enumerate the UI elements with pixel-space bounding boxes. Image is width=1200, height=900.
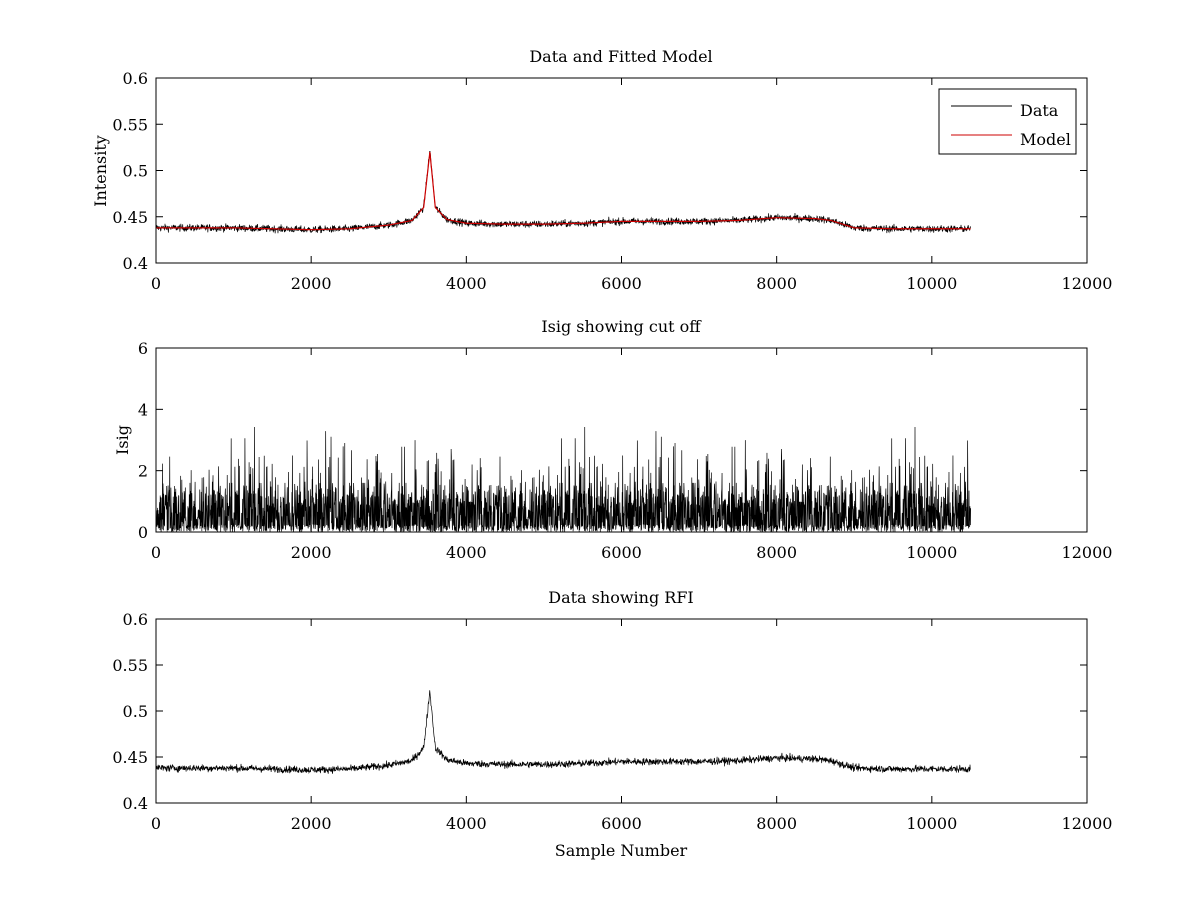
y-tick-label: 0.55: [112, 115, 148, 134]
x-tick-label: 8000: [756, 814, 797, 833]
panel-title: Isig showing cut off: [541, 317, 702, 336]
panel-title: Data and Fitted Model: [529, 47, 712, 66]
x-tick-label: 4000: [446, 274, 487, 293]
y-tick-label: 0.5: [123, 702, 148, 721]
y-tick-label: 0.5: [123, 162, 148, 181]
x-tick-label: 2000: [291, 814, 332, 833]
axes-frame: [155, 618, 1088, 804]
x-tick-label: 0: [151, 543, 161, 562]
x-tick-label: 6000: [601, 814, 642, 833]
y-tick-label: 0: [138, 523, 148, 542]
data-traces: [155, 690, 971, 774]
isig-panel: Isig showing cut off Isig 0 2000 4000 6000 8…: [113, 317, 1112, 562]
x-tick-label: 12000: [1062, 814, 1113, 833]
rfi-panel: Data showing RFI Sample Number 0 2000 4000…: [112, 588, 1112, 860]
legend: Data Model: [938, 88, 1077, 155]
y-tick-label: 2: [138, 462, 148, 481]
legend-label-data: Data: [1020, 101, 1059, 120]
data-traces: [155, 150, 971, 234]
axes-frame: [155, 77, 1088, 264]
y-tick-label: 0.6: [123, 610, 148, 629]
x-tick-label: 0: [151, 814, 161, 833]
x-tick-label: 8000: [756, 274, 797, 293]
legend-label-model: Model: [1020, 130, 1071, 149]
y-tick-label: 0.4: [123, 794, 148, 813]
x-tick-label: 0: [151, 274, 161, 293]
series-line: [156, 151, 971, 231]
x-tick-label: 10000: [906, 814, 957, 833]
y-tick-label: 4: [138, 400, 148, 419]
x-tick-label: 4000: [446, 543, 487, 562]
axis-ticks: 0 2000 4000 6000 8000 10000 12000 0.4 0.45 0.5 0.5…: [112, 610, 1112, 833]
x-tick-label: 6000: [601, 274, 642, 293]
axis-ticks: 0 2000 4000 6000 8000 10000 12000 0 2 4 6: [138, 339, 1113, 562]
y-axis-label: Intensity: [91, 135, 110, 207]
x-axis-label: Sample Number: [555, 841, 688, 860]
y-axis-label: Isig: [113, 425, 132, 455]
data-traces: [155, 426, 971, 533]
legend-box: [938, 88, 1077, 155]
y-tick-label: 0.45: [112, 208, 148, 227]
axis-ticks: 0 2000 4000 6000 8000 10000 12000 0.4 0.45 0.5 0.5…: [112, 69, 1112, 293]
y-tick-label: 0.6: [123, 69, 148, 88]
x-tick-label: 8000: [756, 543, 797, 562]
intensity-fit-panel: Data and Fitted Model Intensity 0 2000 400…: [91, 47, 1112, 293]
y-tick-label: 6: [138, 339, 148, 358]
y-tick-label: 0.55: [112, 656, 148, 675]
y-tick-label: 0.4: [123, 254, 148, 273]
x-tick-label: 12000: [1062, 274, 1113, 293]
x-tick-label: 12000: [1062, 543, 1113, 562]
series-line: [155, 150, 971, 234]
panel-title: Data showing RFI: [548, 588, 693, 607]
x-tick-label: 10000: [906, 543, 957, 562]
axes-frame: [155, 347, 1088, 533]
x-tick-label: 10000: [906, 274, 957, 293]
x-tick-label: 6000: [601, 543, 642, 562]
x-tick-label: 2000: [291, 543, 332, 562]
x-tick-label: 4000: [446, 814, 487, 833]
y-tick-label: 0.45: [112, 748, 148, 767]
series-line: [155, 690, 971, 774]
x-tick-label: 2000: [291, 274, 332, 293]
series-line: [155, 426, 971, 533]
